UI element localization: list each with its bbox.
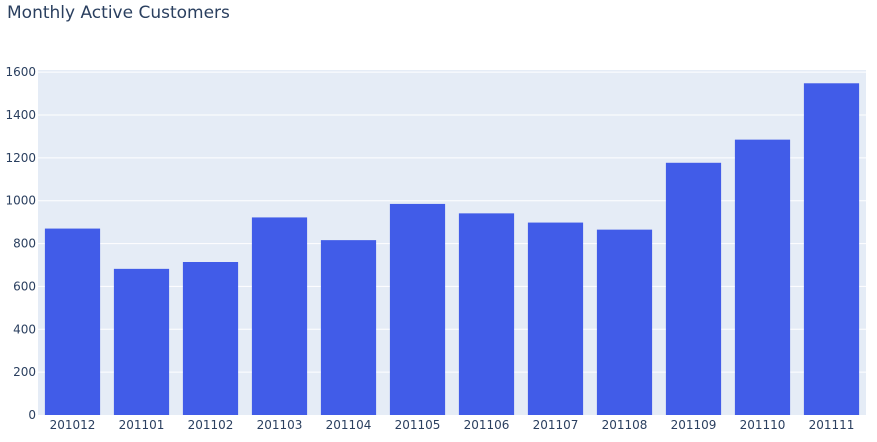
y-tick-label: 1400 bbox=[5, 108, 36, 122]
bar-201012[interactable] bbox=[44, 228, 101, 415]
x-tick-label: 201101 bbox=[119, 418, 165, 432]
bar-201102[interactable] bbox=[182, 262, 239, 415]
x-tick-label: 201110 bbox=[740, 418, 786, 432]
plot-background bbox=[38, 70, 866, 415]
x-tick-label: 201012 bbox=[50, 418, 96, 432]
y-tick-label: 800 bbox=[13, 237, 36, 251]
gridlines bbox=[38, 71, 866, 373]
y-tick-label: 200 bbox=[13, 365, 36, 379]
y-tick-label: 600 bbox=[13, 279, 36, 293]
y-axis-ticks: 0 200 400 600 800 1000 1200 1400 1600 bbox=[5, 65, 36, 422]
bar-201109[interactable] bbox=[665, 162, 722, 415]
bar-201107[interactable] bbox=[527, 222, 584, 415]
x-tick-label: 201111 bbox=[809, 418, 855, 432]
bar-201111[interactable] bbox=[803, 83, 860, 416]
bar-201104[interactable] bbox=[320, 240, 377, 415]
x-tick-label: 201106 bbox=[464, 418, 510, 432]
x-tick-label: 201108 bbox=[602, 418, 648, 432]
x-tick-label: 201104 bbox=[326, 418, 372, 432]
y-tick-label: 1200 bbox=[5, 151, 36, 165]
chart-title: Monthly Active Customers bbox=[7, 3, 230, 23]
y-tick-label: 0 bbox=[28, 408, 36, 422]
bar-201101[interactable] bbox=[113, 268, 170, 415]
x-axis-ticks: 201012 201101 201102 201103 201104 201105 2011… bbox=[50, 418, 855, 432]
y-tick-label: 1600 bbox=[5, 65, 36, 79]
bar-201110[interactable] bbox=[734, 139, 791, 415]
y-tick-label: 1000 bbox=[5, 194, 36, 208]
x-tick-label: 201105 bbox=[395, 418, 441, 432]
bar-201108[interactable] bbox=[596, 229, 653, 415]
x-tick-label: 201107 bbox=[533, 418, 579, 432]
bar-201105[interactable] bbox=[389, 203, 446, 415]
bars bbox=[44, 83, 860, 416]
x-tick-label: 201103 bbox=[257, 418, 303, 432]
x-tick-label: 201102 bbox=[188, 418, 234, 432]
bar-201106[interactable] bbox=[458, 213, 515, 415]
x-tick-label: 201109 bbox=[671, 418, 717, 432]
y-tick-label: 400 bbox=[13, 322, 36, 336]
bar-201103[interactable] bbox=[251, 217, 308, 415]
